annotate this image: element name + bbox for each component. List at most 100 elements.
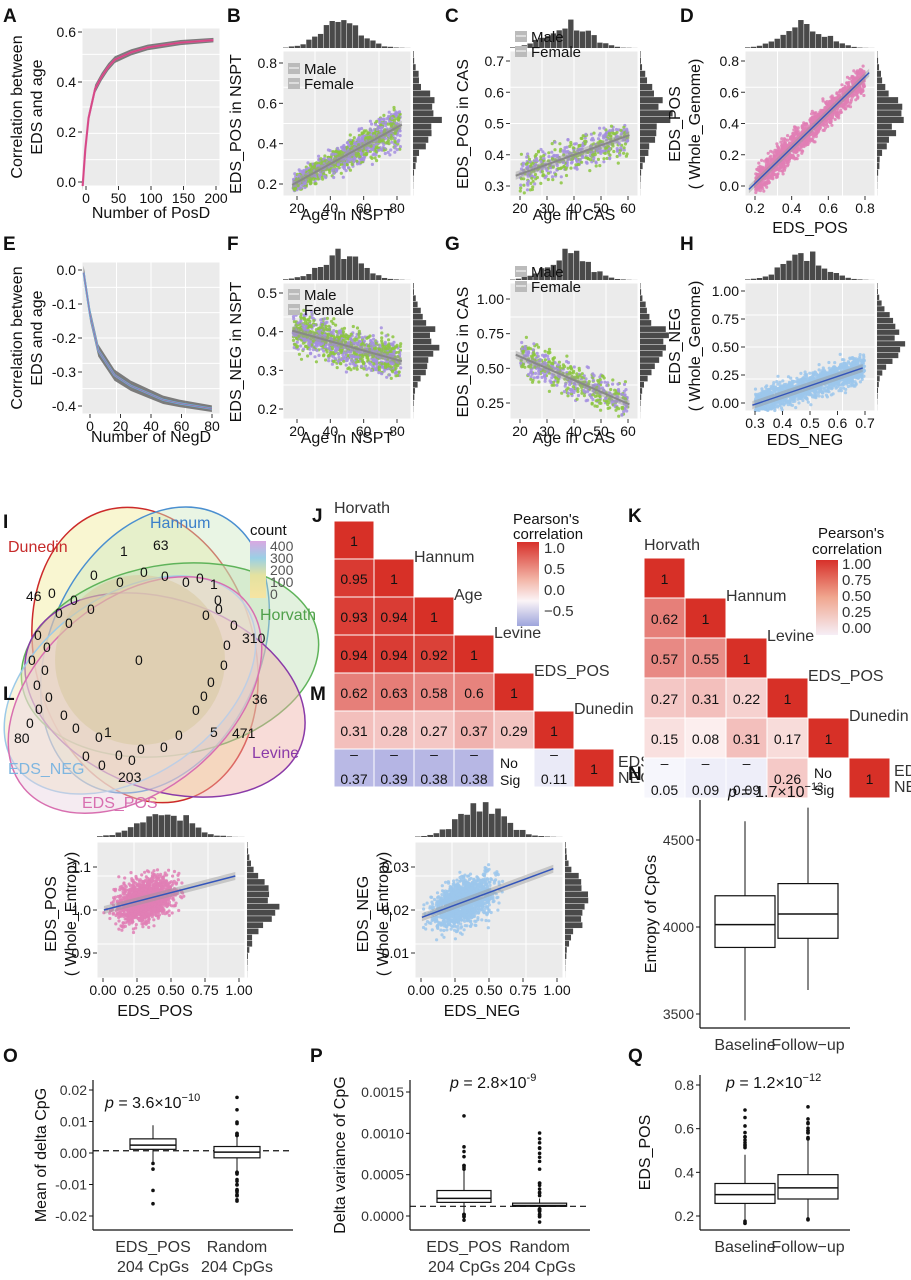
data-point [292,317,296,321]
hist-bar [381,46,388,48]
x-tick-label: 0.8 [855,200,875,216]
data-point [542,156,546,161]
data-point [387,114,391,119]
data-point [576,393,581,398]
data-point [519,152,524,156]
data-point [609,124,614,128]
data-point [814,130,818,134]
data-point [352,136,356,140]
data-point [305,322,310,326]
hist-bar [640,103,659,110]
histogram-top-D [745,20,875,48]
data-point [787,157,792,161]
data-point [331,152,335,156]
legend-label-female: Female [304,76,354,93]
x-tick-label: 0.2 [745,200,765,216]
data-point [775,172,780,176]
data-point [339,358,343,362]
data-point [324,358,328,362]
data-point [552,154,556,158]
hist-bar [877,149,883,156]
data-point [521,161,525,165]
data-point [575,372,579,376]
data-point [767,175,772,179]
hist-bar [413,123,432,130]
data-point [390,140,394,144]
data-point [386,139,390,143]
data-point [575,158,579,162]
data-point [588,169,592,173]
data-point [786,138,790,142]
hist-bar [413,375,421,382]
data-point [396,140,400,144]
data-point [858,89,862,94]
data-point [611,382,615,386]
data-point [393,371,397,375]
data-point [301,341,305,345]
hist-bar [381,277,388,280]
scatter-points-B [291,105,402,193]
data-point [757,161,761,165]
data-point [312,319,316,323]
hist-bar [413,381,418,388]
hist-bar [827,35,834,48]
data-point [324,176,328,180]
data-point [556,380,560,384]
data-point [393,136,397,140]
data-point [341,175,345,179]
data-point [533,172,538,177]
data-point [342,143,346,148]
data-point [591,397,595,402]
y-tick-label: 0.8 [720,53,740,69]
hist-bar [370,273,376,280]
data-point [330,362,334,366]
data-point [523,365,527,369]
data-point [619,146,623,150]
data-point [303,185,307,190]
y-tick-label: 0.4 [720,116,740,132]
data-point [349,332,353,336]
data-point [360,336,364,340]
hist-bar [347,23,353,48]
data-point [372,152,376,156]
y-tick-label: 0.6 [485,84,505,100]
hist-bar [640,70,646,77]
data-point [395,111,399,115]
hist-bar [288,278,295,280]
data-point [594,160,598,164]
hist-bar [810,31,816,48]
data-point [388,153,392,157]
data-point [591,136,595,140]
data-point [584,132,588,136]
data-point [551,178,555,182]
y-axis-title: ( Whole_Genome) [687,59,704,190]
hist-bar [413,357,429,363]
y-axis-title: Correlation between [9,266,26,409]
data-point [397,370,401,374]
y-axis-title: EDS and age [29,290,46,385]
data-point [346,166,351,170]
data-point [344,363,348,367]
data-point [350,359,354,363]
data-point [384,347,388,351]
data-point [381,139,385,143]
panel-letter-B: B [227,6,241,27]
data-point [353,337,357,341]
hist-bar [413,289,414,295]
data-point [546,171,551,175]
data-point [535,175,540,180]
data-point [616,161,620,165]
data-point [304,344,308,349]
hist-bar [877,97,899,104]
data-point [357,335,361,339]
data-point [377,154,381,158]
data-point [530,187,535,192]
data-point [327,324,331,328]
hist-bar [877,70,881,77]
data-point [306,354,310,358]
data-point [580,391,584,395]
data-point [599,151,603,155]
data-point [568,382,572,387]
hist-bar [413,64,416,71]
data-point [622,410,626,414]
